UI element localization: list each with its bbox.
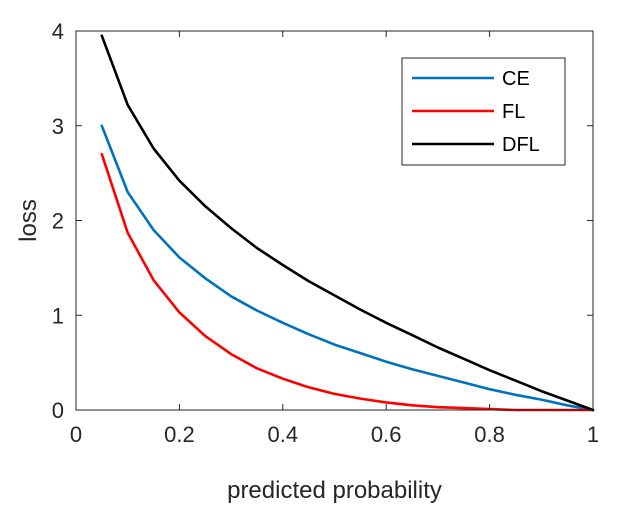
x-tick-label: 1 [587,422,599,447]
legend-label-fl: FL [502,101,525,123]
axes-layer: 0 0.2 0.4 0.6 0.8 1 0 1 2 3 4 [52,19,599,447]
series-line-dfl [100,34,595,412]
y-tick-label: 3 [52,114,64,139]
y-tick-label: 1 [52,303,64,328]
legend: CE FL DFL [401,57,566,166]
x-tick-label: 0.2 [164,422,195,447]
x-tick-label: 0.8 [474,422,505,447]
x-tick-label: 0 [70,422,82,447]
x-tick-label: 0.4 [268,422,299,447]
series-line-ce [100,124,595,412]
y-tick-label: 2 [52,209,64,234]
legend-label-ce: CE [502,68,530,90]
x-tick-label: 0.6 [371,422,402,447]
y-tick-label: 0 [52,398,64,423]
y-tick-label: 4 [52,19,64,44]
legend-label-dfl: DFL [502,134,540,156]
y-axis-label: loss [15,199,42,242]
x-axis-label: predicted probability [227,477,442,504]
